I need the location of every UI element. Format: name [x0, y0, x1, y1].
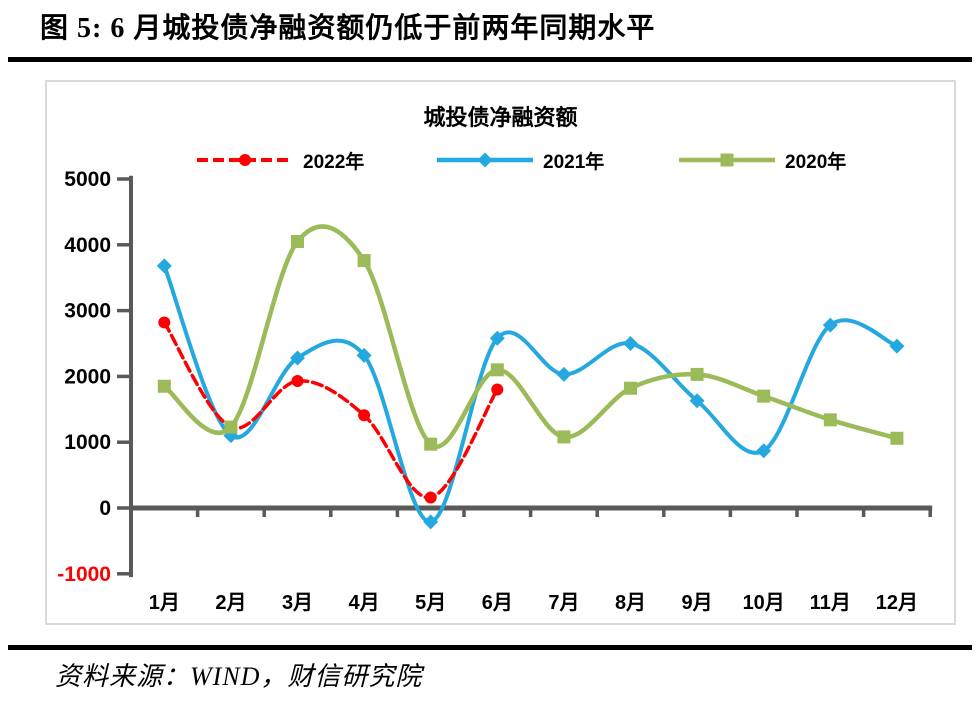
marker-circle-s2022 — [358, 409, 371, 422]
source-note: 资料来源：WIND，财信研究院 — [55, 662, 423, 691]
marker-square-s2020 — [424, 437, 438, 451]
y-axis-label: 3000 — [64, 300, 111, 323]
x-axis-label: 5月 — [415, 592, 446, 614]
series-s2022 — [158, 316, 504, 504]
series-line-s2022 — [162, 320, 500, 500]
x-axis-label: 9月 — [682, 592, 713, 614]
marker-square-s2020 — [890, 431, 904, 445]
marker-diamond-s2021 — [489, 330, 505, 346]
marker-diamond-s2021 — [290, 350, 305, 366]
marker-square-s2020 — [757, 389, 771, 403]
legend-label-2020: 2020年 — [785, 151, 847, 173]
x-axis-label: 7月 — [548, 592, 579, 614]
chart-legend: 2022年 2021年 2020年 — [47, 146, 954, 174]
y-axis-label: 2000 — [64, 365, 111, 388]
chart-card: 城投债净融资额 2022年 2021年 2020年 5000 4000 3000 20… — [45, 80, 956, 625]
marker-circle-legend-s2022 — [239, 154, 251, 166]
x-axis-label: 4月 — [349, 592, 380, 614]
series-line-s2020 — [162, 224, 900, 449]
top-divider — [8, 57, 972, 62]
bottom-divider — [8, 645, 972, 650]
marker-diamond-s2021 — [689, 393, 705, 409]
legend-item-2021: 2021年 — [435, 146, 604, 174]
marker-square-s2020 — [690, 367, 704, 381]
marker-diamond-s2021 — [556, 366, 572, 382]
y-axis-label: 4000 — [64, 234, 111, 257]
x-axis-label: 2月 — [215, 592, 246, 614]
x-axis-label: 8月 — [615, 592, 646, 614]
legend-line-square-icon — [679, 153, 775, 167]
x-axis-label: 6月 — [482, 592, 513, 614]
marker-square-s2020 — [624, 381, 637, 395]
x-axis-label: 12月 — [876, 592, 918, 614]
series-s2021 — [156, 258, 905, 530]
marker-circle-s2022 — [491, 383, 504, 396]
marker-diamond-s2021 — [822, 317, 838, 333]
y-axis-label: 5000 — [64, 168, 111, 191]
legend-label-2021: 2021年 — [543, 151, 605, 173]
x-axis-label: 11月 — [810, 592, 851, 614]
marker-diamond-s2021 — [756, 443, 772, 459]
marker-square-s2020 — [557, 430, 571, 444]
x-axis-label: 1月 — [149, 592, 180, 614]
chart-title: 城投债净融资额 — [423, 105, 578, 130]
x-axis-label: 10月 — [743, 592, 785, 614]
marker-circle-s2022 — [424, 491, 437, 504]
marker-square-s2020 — [224, 420, 238, 434]
series-s2020 — [157, 224, 904, 451]
marker-circle-s2022 — [291, 375, 304, 388]
marker-circle-s2022 — [158, 316, 171, 329]
marker-square-legend-s2020 — [720, 153, 734, 167]
marker-diamond-s2021 — [156, 258, 172, 274]
figure-caption: 图 5: 6 月城投债净融资额仍低于前两年同期水平 — [40, 13, 656, 44]
marker-diamond-s2021 — [356, 347, 372, 363]
legend-label-2022: 2022年 — [303, 151, 365, 173]
marker-square-s2020 — [157, 379, 171, 393]
x-axis-label: 3月 — [282, 592, 313, 614]
y-axis-label: -1000 — [57, 563, 111, 586]
marker-square-s2020 — [490, 363, 504, 377]
legend-item-2020: 2020年 — [677, 146, 846, 174]
marker-diamond-s2021 — [423, 514, 439, 530]
legend-line-diamond-icon — [437, 152, 533, 168]
marker-square-s2020 — [823, 413, 837, 427]
marker-square-s2020 — [357, 254, 371, 268]
marker-square-s2020 — [291, 235, 304, 249]
legend-item-2022: 2022年 — [195, 146, 364, 174]
y-axis-label: 1000 — [64, 431, 111, 454]
marker-diamond-legend-s2021 — [477, 152, 493, 168]
marker-diamond-s2021 — [889, 338, 905, 354]
legend-dashed-line-circle-icon — [197, 154, 293, 166]
y-axis-label: 0 — [99, 497, 111, 520]
plot-area: 5000 4000 3000 2000 1000 0 -1000 1月 2月 3月 4月 5月 6月 7月… — [57, 168, 933, 614]
marker-diamond-s2021 — [623, 336, 638, 351]
